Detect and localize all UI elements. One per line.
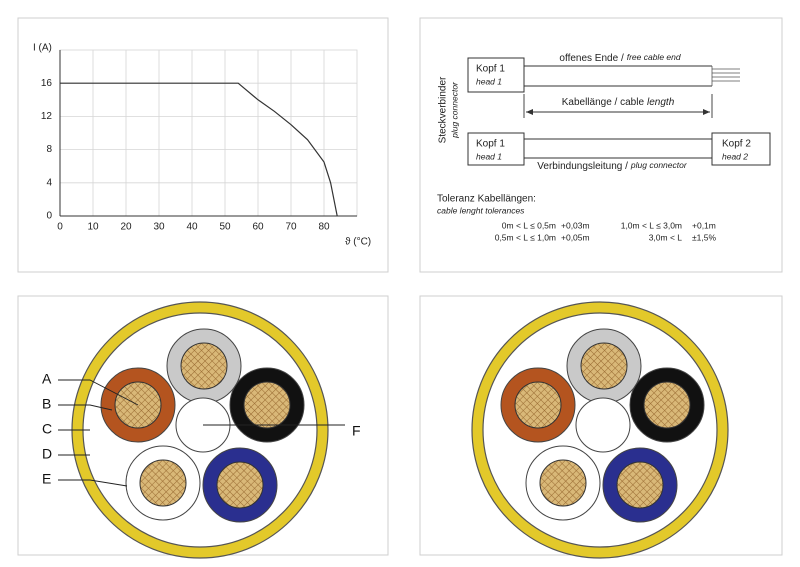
x-tick-label: 70	[285, 222, 297, 233]
cable-strands	[711, 66, 740, 86]
callout-label: B	[42, 396, 51, 412]
core-conductor	[243, 381, 291, 429]
x-tick-label: 50	[219, 222, 231, 233]
tolerance-cell: +0,05m	[561, 232, 590, 242]
y-tick-label: 12	[41, 111, 53, 122]
tolerance-table: 0m < L ≤ 0,5m +0,03m 1,0m < L ≤ 3,0m +0,1m 0…	[495, 220, 717, 242]
callout-label: D	[42, 446, 52, 462]
y-tick-label: 4	[46, 177, 52, 188]
tolerance-cell: 3,0m < L	[649, 232, 683, 242]
tolerance-cell: 0,5m < L ≤ 1,0m	[495, 232, 556, 242]
x-tick-label: 20	[120, 222, 132, 233]
text-de: Kabellänge / cable	[562, 97, 645, 108]
callout-label: F	[352, 423, 361, 439]
core-conductor	[180, 342, 228, 390]
head-label: Kopf 2	[722, 139, 751, 150]
text-en: plug connector	[630, 160, 688, 170]
core-conductor	[139, 459, 187, 507]
head-box	[467, 57, 525, 93]
free-end-label: offenes Ende / free cable end	[559, 52, 680, 63]
core-conductor	[643, 381, 691, 429]
core-conductor	[216, 461, 264, 509]
chart-panel	[17, 17, 389, 273]
head-label: head 1	[476, 151, 502, 161]
x-tick-label: 10	[87, 222, 99, 233]
tolerance-cell: 1,0m < L ≤ 3,0m	[621, 220, 682, 230]
filler	[575, 397, 631, 453]
core-conductor	[616, 461, 664, 509]
callout-label: E	[42, 471, 51, 487]
head-label: Kopf 1	[476, 139, 505, 150]
length-label: Kabellänge / cable length	[562, 97, 675, 108]
tolerance-cell: ±1,5%	[692, 232, 716, 242]
leader-line	[58, 479, 128, 487]
head-label: head 2	[722, 151, 748, 161]
tolerance-cell: 0m < L ≤ 0,5m	[502, 220, 556, 230]
head-label: head 1	[476, 76, 502, 86]
y-tick-label: 0	[46, 211, 52, 222]
text-en: free cable end	[627, 52, 681, 62]
x-axis-label: ϑ (°C)	[345, 237, 371, 248]
core-conductor	[514, 381, 562, 429]
text-de: Verbindungsleitung /	[537, 161, 628, 172]
tolerance-cell: +0,1m	[692, 220, 716, 230]
callout-label: A	[42, 371, 52, 387]
leader-line	[58, 404, 113, 411]
y-tick-label: 16	[41, 78, 53, 89]
x-tick-label: 0	[57, 222, 63, 233]
derating-chart: I (A) ϑ (°C) 0 10 20 30 40 50 60 70 80 0 4 8 12 16	[33, 43, 371, 248]
connector-label: Verbindungsleitung / plug connector	[537, 160, 688, 171]
leader-line	[58, 379, 139, 406]
x-tick-label: 80	[318, 222, 330, 233]
head-label: Kopf 1	[476, 64, 505, 75]
data-line	[60, 82, 338, 217]
callout-label: C	[42, 421, 52, 437]
head-box	[467, 132, 525, 166]
side-label: plug connector	[449, 81, 459, 139]
core-conductor	[580, 342, 628, 390]
side-label: Steckverbinder	[438, 76, 449, 143]
length-diagram: Kopf 1 head 1 offenes Ende / free cable e…	[437, 52, 771, 242]
tolerance-subtitle: cable lenght tolerances	[437, 205, 525, 215]
tolerance-title: Toleranz Kabellängen:	[437, 194, 536, 205]
text-de: offenes Ende /	[559, 53, 624, 64]
x-tick-label: 40	[186, 222, 198, 233]
y-tick-label: 8	[46, 144, 52, 155]
text-en: length	[647, 97, 675, 108]
core-conductor	[539, 459, 587, 507]
head-box	[711, 132, 771, 166]
y-axis-label: I (A)	[33, 43, 52, 54]
x-tick-label: 60	[252, 222, 264, 233]
tolerance-cell: +0,03m	[561, 220, 590, 230]
x-tick-label: 30	[153, 222, 165, 233]
